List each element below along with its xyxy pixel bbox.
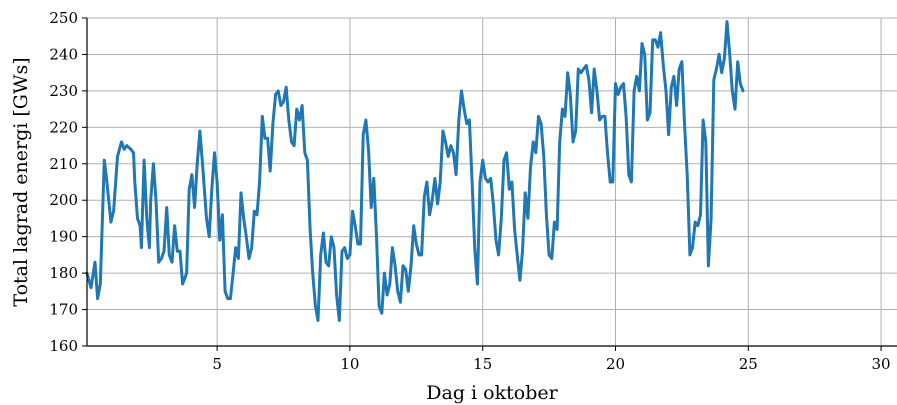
x-tick-group: 5 10 15 20 25 30 (212, 346, 891, 373)
y-tick-label: 240 (49, 45, 78, 63)
y-tick-label: 250 (49, 9, 78, 27)
x-tick-label: 15 (473, 355, 492, 373)
x-tick-label: 10 (340, 355, 359, 373)
x-tick-label: 30 (872, 355, 891, 373)
series-layer (85, 20, 745, 322)
y-tick-label: 210 (49, 155, 78, 173)
x-axis-title: Dag i oktober (426, 382, 558, 404)
x-tick-label: 25 (739, 355, 758, 373)
y-tick-label: 220 (49, 118, 78, 136)
y-tick-label: 230 (49, 82, 78, 100)
y-tick-label: 200 (49, 191, 78, 209)
y-tick-label: 160 (49, 337, 78, 355)
y-tick-label: 190 (49, 228, 78, 246)
series-line (85, 20, 745, 322)
y-axis-title: Total lagrad energi [GWs] (10, 57, 32, 306)
y-tick-label: 170 (49, 301, 78, 319)
y-tick-group: 160 170 180 190 200 210 220 230 240 250 (49, 9, 87, 355)
y-tick-label: 180 (49, 264, 78, 282)
x-tick-label: 5 (212, 355, 222, 373)
x-tick-label: 20 (606, 355, 625, 373)
